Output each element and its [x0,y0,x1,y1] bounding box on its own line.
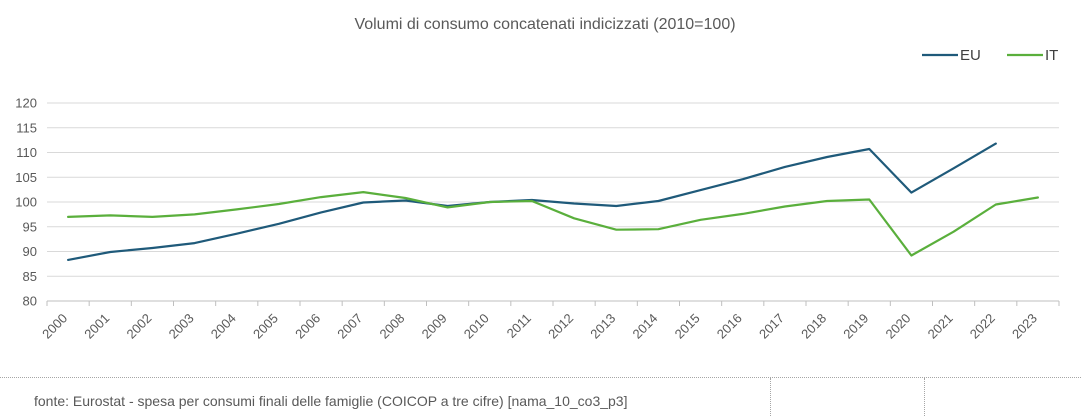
x-tick-label: 2009 [419,311,450,342]
x-tick-label: 2001 [81,311,112,342]
y-tick-label: 90 [23,244,37,259]
y-tick-label: 80 [23,294,37,309]
x-tick-label: 2005 [250,311,281,342]
legend-item-it[interactable]: IT [1007,47,1058,64]
x-tick-label: 2012 [545,311,576,342]
series-lines [67,142,1039,261]
x-tick-label: 2011 [504,311,534,341]
x-tick-label: 2018 [798,311,829,342]
footer-cell-divider [924,378,1081,416]
y-tick-label: 85 [23,269,37,284]
legend-item-eu[interactable]: EU [922,47,981,64]
y-tick-label: 120 [15,96,37,111]
x-tick-label: 2000 [39,311,70,342]
x-tick-label: 2007 [334,311,365,342]
y-axis: 80 85 90 95 100 105 110 115 120 [15,96,37,309]
x-tick-label: 2006 [292,311,323,342]
x-tick-label: 2022 [967,311,998,342]
x-tick-label: 2003 [166,311,197,342]
x-tick-label: 2010 [461,311,492,342]
chart: Volumi di consumo concatenati indicizzat… [15,16,1060,342]
legend[interactable]: EU IT [922,47,1058,64]
x-axis [46,300,1060,306]
x-tick-label: 2015 [672,311,703,342]
legend-label: EU [960,47,981,64]
footer-cell-divider [770,378,925,416]
x-tick-label: 2019 [840,311,871,342]
x-tick-label: 2016 [714,311,745,342]
source-footer: fonte: Eurostat - spesa per consumi fina… [0,377,1081,416]
series-line-it [67,191,1039,257]
y-tick-label: 115 [16,120,37,135]
x-tick-labels: 2000 2001 2002 2003 2004 2005 2006 2007 2008 2009… [39,311,1040,342]
x-tick-label: 2023 [1009,311,1040,342]
chart-title: Volumi di consumo concatenati indicizzat… [354,16,735,33]
y-tick-label: 105 [15,170,37,185]
x-tick-label: 2021 [925,311,956,342]
x-tick-label: 2014 [629,311,660,342]
legend-label: IT [1045,47,1058,64]
y-tick-label: 110 [16,145,37,160]
y-tick-label: 100 [15,195,37,210]
x-tick-label: 2020 [882,311,913,342]
source-note: fonte: Eurostat - spesa per consumi fina… [34,393,628,409]
gridlines [47,102,1059,277]
x-tick-label: 2004 [208,311,239,342]
x-tick-label: 2017 [756,311,787,342]
x-tick-label: 2013 [587,311,618,342]
x-tick-label: 2002 [123,311,154,342]
x-tick-label: 2008 [376,311,407,342]
y-tick-label: 95 [23,219,37,234]
